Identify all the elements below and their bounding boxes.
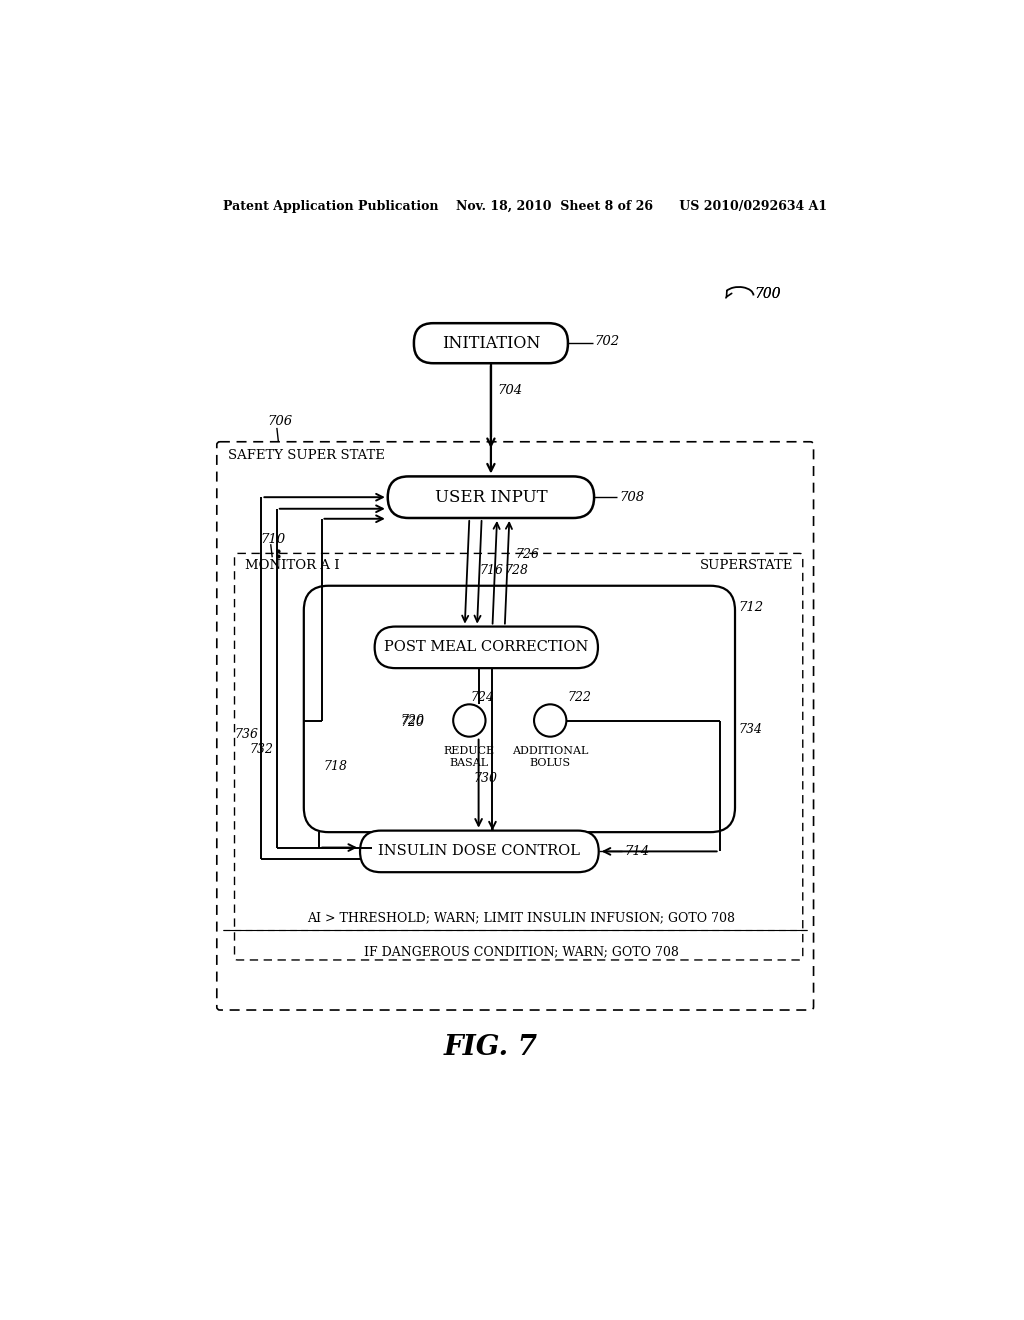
FancyBboxPatch shape	[388, 477, 594, 517]
Text: REDUCE
BASAL: REDUCE BASAL	[443, 746, 495, 767]
FancyBboxPatch shape	[375, 627, 598, 668]
Text: 706: 706	[267, 416, 293, 428]
Text: 724: 724	[471, 690, 495, 704]
Text: IF DANGEROUS CONDITION; WARN; GOTO 708: IF DANGEROUS CONDITION; WARN; GOTO 708	[364, 945, 678, 958]
Text: Patent Application Publication    Nov. 18, 2010  Sheet 8 of 26      US 2010/0292: Patent Application Publication Nov. 18, …	[223, 199, 826, 213]
Text: 714: 714	[625, 845, 649, 858]
FancyBboxPatch shape	[304, 586, 735, 832]
FancyBboxPatch shape	[360, 830, 599, 873]
FancyBboxPatch shape	[234, 553, 803, 960]
Text: INITIATION: INITIATION	[441, 335, 540, 351]
Text: 708: 708	[620, 491, 645, 504]
Text: FIG. 7: FIG. 7	[444, 1035, 538, 1061]
Text: SAFETY SUPER STATE: SAFETY SUPER STATE	[228, 449, 385, 462]
Text: 704: 704	[497, 384, 522, 397]
FancyBboxPatch shape	[217, 442, 813, 1010]
Text: 730: 730	[473, 772, 498, 785]
Text: 736: 736	[234, 727, 258, 741]
Text: 710: 710	[260, 533, 285, 546]
Text: USER INPUT: USER INPUT	[434, 488, 547, 506]
Text: INSULIN DOSE CONTROL: INSULIN DOSE CONTROL	[379, 845, 581, 858]
Circle shape	[454, 705, 485, 737]
Text: 700: 700	[755, 286, 781, 301]
FancyBboxPatch shape	[414, 323, 568, 363]
Text: 726: 726	[515, 548, 540, 561]
Text: ADDITIONAL
BOLUS: ADDITIONAL BOLUS	[512, 746, 589, 767]
Text: POST MEAL CORRECTION: POST MEAL CORRECTION	[384, 640, 589, 655]
Text: 732: 732	[250, 743, 273, 756]
Text: 720: 720	[400, 714, 424, 727]
Text: 702: 702	[595, 335, 620, 348]
Text: 734: 734	[738, 723, 762, 737]
Text: 728: 728	[505, 564, 528, 577]
Text: 722: 722	[567, 690, 591, 704]
Text: AI > THRESHOLD; WARN; LIMIT INSULIN INFUSION; GOTO 708: AI > THRESHOLD; WARN; LIMIT INSULIN INFU…	[307, 911, 735, 924]
Text: 700: 700	[755, 286, 781, 301]
Text: MONITOR A I: MONITOR A I	[246, 560, 340, 573]
Text: 712: 712	[738, 601, 763, 614]
Text: 720: 720	[400, 715, 424, 729]
Text: SUPERSTATE: SUPERSTATE	[700, 560, 794, 573]
Text: 716: 716	[479, 564, 504, 577]
Text: 718: 718	[323, 760, 347, 774]
Circle shape	[535, 705, 566, 737]
